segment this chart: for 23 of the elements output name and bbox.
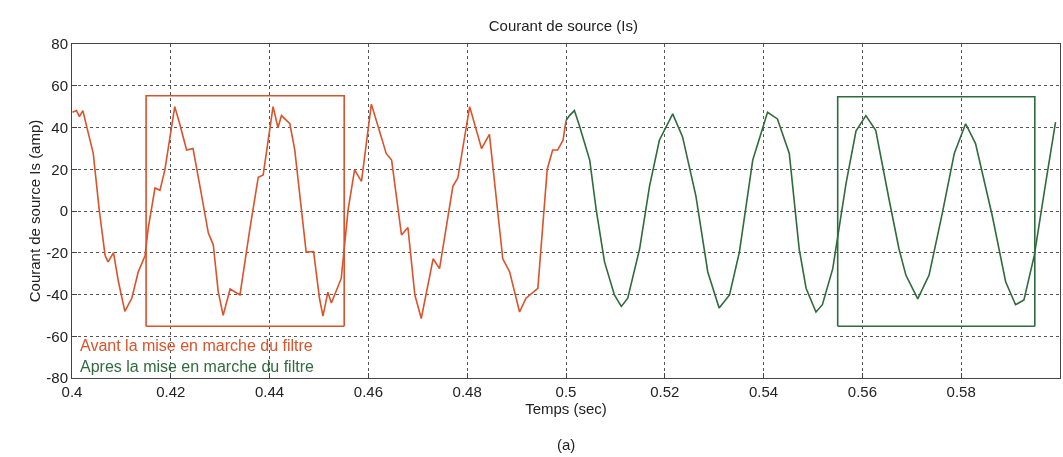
y-tick-label: 20: [51, 160, 68, 178]
x-tick-label: 0.5: [555, 383, 577, 400]
series-label: Avant la mise en marche du filtre: [80, 337, 313, 354]
y-tick-label: 40: [51, 118, 68, 136]
y-tick-label: -20: [46, 244, 68, 261]
x-tick-label: 0.56: [847, 383, 877, 400]
y-axis-title: Courant de source Is (amp): [25, 119, 43, 303]
text: (a): [557, 436, 576, 453]
y-tick-label: -40: [46, 285, 68, 303]
x-tick-label: 0.44: [255, 383, 285, 400]
x-tick-label: 0.48: [452, 383, 482, 400]
y-tick-label: 80: [51, 35, 68, 53]
x-tick-label: 0.42: [156, 383, 186, 400]
chart-title: Courant de source (Is): [488, 17, 639, 35]
x-tick-label: 0.52: [650, 383, 680, 400]
x-tick-label: 0.54: [749, 383, 779, 400]
x-tick-label: 0.46: [353, 383, 383, 400]
x-axis-title: Temps (sec): [525, 400, 607, 417]
y-tick-label: 60: [51, 77, 68, 94]
y-tick-label: -60: [46, 327, 68, 345]
x-tick-label: 0.58: [946, 383, 976, 400]
text: Apres la mise en marche du filtre: [80, 358, 314, 375]
y-tick-label: 0: [59, 202, 68, 220]
